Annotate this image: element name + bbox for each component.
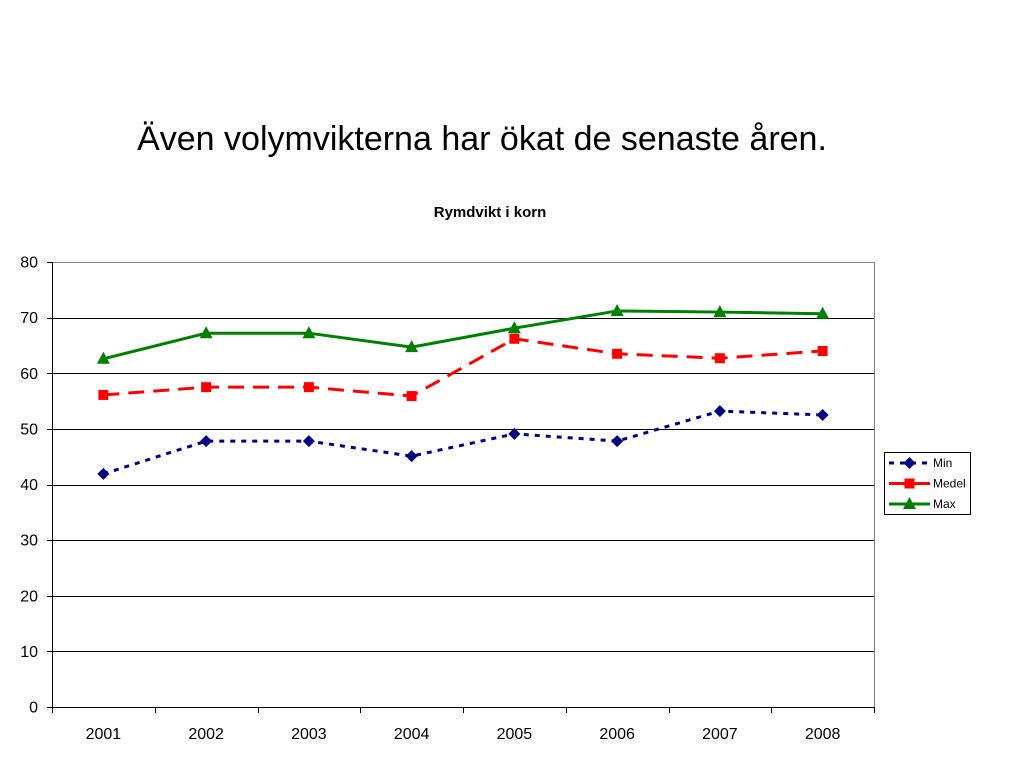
- gridlines: [52, 262, 875, 708]
- data-point-min: [816, 408, 829, 421]
- y-tick-label: 0: [29, 700, 38, 717]
- data-point-medel: [201, 382, 212, 393]
- x-tick-label: 2001: [86, 726, 122, 743]
- x-tick-label: 2007: [702, 726, 738, 743]
- data-point-medel: [509, 333, 520, 344]
- x-tick-label: 2004: [394, 726, 430, 743]
- data-point-min: [302, 435, 315, 448]
- x-tick-label: 2002: [188, 726, 224, 743]
- y-tick-label: 10: [20, 644, 38, 661]
- y-tick-label: 30: [20, 533, 38, 550]
- y-tick-label: 70: [20, 310, 38, 327]
- line-chart: Rymdvikt i korn 0 10 20 30 40 50 60 70 80 2001 200…: [20, 204, 971, 743]
- data-point-min: [405, 450, 418, 463]
- data-point-max: [96, 351, 110, 364]
- legend-label: Max: [933, 497, 956, 511]
- data-point-medel: [612, 348, 623, 359]
- y-tick-label: 50: [20, 421, 38, 438]
- legend: Min Medel Max: [884, 452, 971, 515]
- data-point-max: [302, 326, 316, 339]
- y-tick-label: 60: [20, 366, 38, 383]
- axes: 0 10 20 30 40 50 60 70 80 2001 2002 2003 2004 2005 200…: [20, 255, 875, 743]
- x-tick-label: 2005: [497, 726, 533, 743]
- data-point-max: [816, 306, 830, 319]
- legend-swatch-marker-min: [903, 457, 916, 469]
- series-line-min: [102, 409, 823, 476]
- legend-item-medel: Medel: [889, 477, 966, 491]
- data-point-max: [713, 305, 727, 318]
- data-point-medel: [406, 391, 417, 402]
- data-point-medel: [714, 353, 725, 364]
- legend-label: Medel: [933, 477, 966, 491]
- data-point-max: [199, 326, 213, 339]
- y-tick-label: 20: [20, 588, 38, 605]
- x-tick-label: 2008: [805, 726, 841, 743]
- y-tick-label: 80: [20, 255, 38, 272]
- legend-label: Min: [933, 456, 952, 470]
- data-point-medel: [303, 382, 314, 393]
- data-point-min: [508, 427, 521, 440]
- data-point-max: [610, 303, 624, 316]
- data-point-min: [97, 467, 110, 480]
- legend-item-max: Max: [889, 497, 956, 511]
- data-point-min: [713, 405, 726, 418]
- data-point-min: [200, 435, 213, 448]
- legend-swatch-marker-max: [903, 497, 916, 509]
- legend-item-min: Min: [889, 456, 952, 470]
- data-point-medel: [98, 389, 109, 400]
- data-point-max: [507, 321, 521, 334]
- x-tick-label: 2006: [599, 726, 635, 743]
- chart-title: Rymdvikt i korn: [434, 204, 547, 221]
- y-tick-label: 40: [20, 477, 38, 494]
- x-tick-label: 2003: [291, 726, 327, 743]
- data-point-medel: [817, 346, 828, 356]
- data-point-min: [611, 435, 624, 448]
- data-point-max: [405, 340, 419, 353]
- series-line-max: [103, 309, 823, 361]
- slide-title: Även volymvikterna har ökat de senaste å…: [137, 120, 827, 158]
- legend-swatch-marker-medel: [904, 478, 915, 489]
- series: [96, 303, 830, 480]
